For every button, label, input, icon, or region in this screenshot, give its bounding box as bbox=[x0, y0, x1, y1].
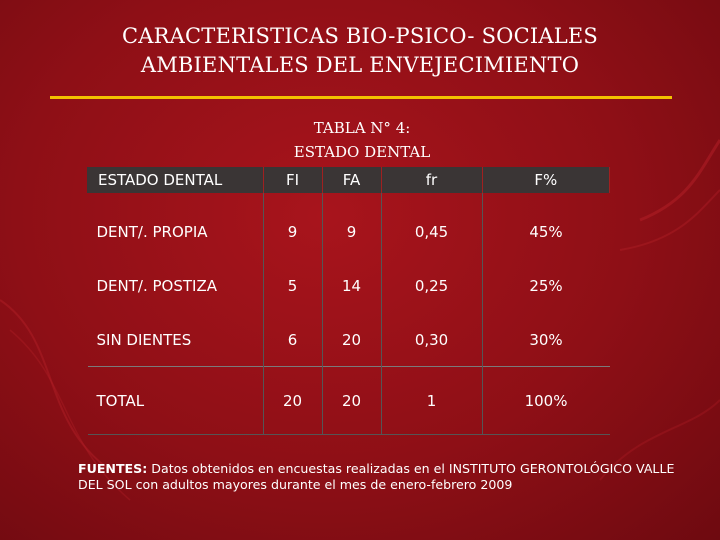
header-f-percent: F% bbox=[481, 167, 611, 193]
title-underline bbox=[50, 96, 672, 99]
row-fa: 14 bbox=[321, 259, 381, 313]
row-fi: 9 bbox=[262, 205, 322, 260]
row-fr: 0,30 bbox=[380, 312, 483, 367]
row-label: DENT/. POSTIZA bbox=[96, 277, 218, 295]
source-note: FUENTES: Datos obtenidos en encuestas re… bbox=[78, 461, 678, 493]
row-f-percent: 25% bbox=[481, 259, 610, 313]
row-fi: 6 bbox=[262, 312, 322, 367]
table-row: SIN DIENTES 6 20 0,30 30% bbox=[88, 312, 610, 367]
table-caption-number: TABLA N° 4: bbox=[313, 119, 411, 137]
row-f-percent: 30% bbox=[481, 312, 610, 367]
estado-dental-table: ESTADO DENTAL FI FA fr F% DENT/. PROPIA … bbox=[87, 167, 611, 435]
row-label: SIN DIENTES bbox=[96, 330, 192, 349]
header-fr: fr bbox=[380, 167, 483, 193]
table-spacer-row bbox=[88, 193, 610, 206]
slide-title-line2: AMBIENTALES DEL ENVEJECIMIENTO bbox=[140, 53, 580, 77]
total-f-percent: 100% bbox=[481, 366, 610, 435]
total-fi: 20 bbox=[262, 366, 322, 435]
total-label: TOTAL bbox=[87, 366, 263, 435]
table-caption-name: ESTADO DENTAL bbox=[293, 143, 431, 161]
header-fa: FA bbox=[321, 167, 382, 193]
total-fr: 1 bbox=[380, 366, 483, 435]
source-note-label: FUENTES: bbox=[78, 461, 148, 476]
total-fa: 20 bbox=[321, 366, 381, 435]
row-fa: 9 bbox=[321, 205, 381, 260]
row-fa: 20 bbox=[321, 312, 381, 367]
row-f-percent: 45% bbox=[481, 205, 610, 260]
row-fi: 5 bbox=[262, 259, 322, 313]
table-caption: TABLA N° 4: ESTADO DENTAL bbox=[240, 116, 484, 164]
header-estado-dental: ESTADO DENTAL bbox=[87, 167, 264, 193]
slide-title: CARACTERISTICAS BIO-PSICO- SOCIALES AMBI… bbox=[0, 22, 720, 80]
header-fi: FI bbox=[262, 167, 323, 193]
table-row: DENT/. POSTIZA 5 14 0,25 25% bbox=[88, 259, 610, 313]
table-row: DENT/. PROPIA 9 9 0,45 45% bbox=[88, 205, 610, 260]
slide-title-line1: CARACTERISTICAS BIO-PSICO- SOCIALES bbox=[122, 24, 598, 48]
row-label: DENT/. PROPIA bbox=[96, 223, 208, 242]
table-total-row: TOTAL 20 20 1 100% bbox=[87, 366, 610, 435]
row-fr: 0,25 bbox=[380, 259, 483, 313]
source-note-text: Datos obtenidos en encuestas realizadas … bbox=[78, 461, 675, 492]
row-fr: 0,45 bbox=[380, 205, 483, 260]
table-header-row: ESTADO DENTAL FI FA fr F% bbox=[87, 167, 611, 193]
